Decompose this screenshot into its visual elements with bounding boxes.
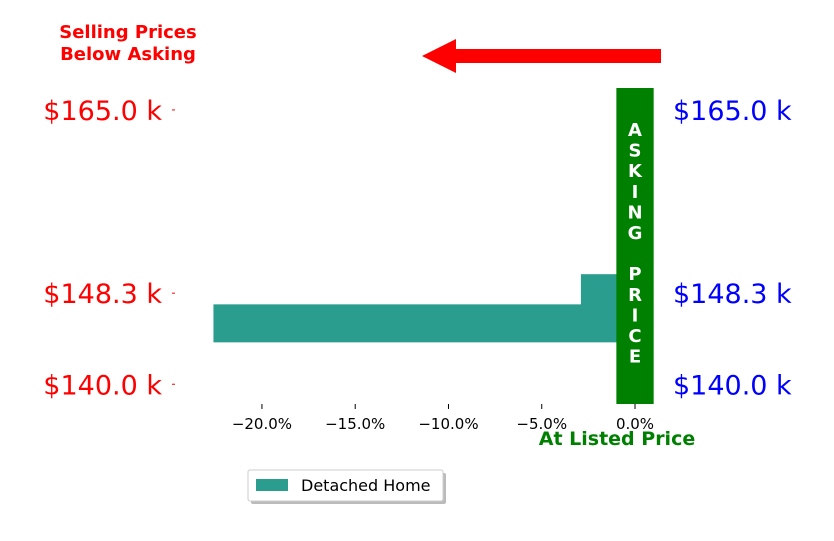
band-letter-5: G bbox=[628, 223, 643, 244]
y-tick-label-left-0: $140.0 k bbox=[43, 370, 162, 401]
y-tick-label-right-0: $140.0 k bbox=[673, 370, 792, 401]
band-letter-8: R bbox=[628, 285, 642, 306]
legend-swatch bbox=[256, 479, 288, 491]
legend-frame bbox=[247, 469, 444, 502]
bar-0-1 bbox=[213, 304, 636, 343]
chart-title-line-2: Below Asking bbox=[60, 44, 196, 65]
chart-title: Selling Prices Below Asking bbox=[59, 22, 196, 65]
band-letter-0: A bbox=[628, 120, 642, 141]
band-letter-4: N bbox=[627, 202, 642, 223]
left-arrow-icon bbox=[422, 39, 661, 73]
x-tick-label-0: −20.0% bbox=[232, 415, 292, 433]
y-tick-label-right-1: $148.3 k bbox=[673, 279, 792, 310]
y-tick-label-left-2: $165.0 k bbox=[43, 96, 162, 127]
band-letter-9: I bbox=[632, 305, 639, 326]
chart-title-line-1: Selling Prices bbox=[59, 22, 196, 43]
x-tick-label-4: 0.0% bbox=[616, 415, 654, 433]
band-letter-11: E bbox=[629, 347, 641, 368]
x-tick-label-1: −15.0% bbox=[325, 415, 385, 433]
y-tick-label-right-2: $165.0 k bbox=[673, 96, 792, 127]
band-letter-1: S bbox=[629, 141, 642, 162]
band-letter-7: P bbox=[628, 264, 641, 285]
y-tick-label-left-1: $148.3 k bbox=[43, 279, 162, 310]
band-letter-10: C bbox=[628, 326, 641, 347]
x-tick-label-3: −5.0% bbox=[516, 415, 567, 433]
legend-label: Detached Home bbox=[301, 476, 431, 495]
x-axis: −20.0% −15.0% −10.0% −5.0% 0.0% bbox=[232, 404, 654, 433]
y-axis-left: $140.0 k $148.3 k $165.0 k bbox=[43, 96, 175, 401]
band-letter-3: I bbox=[632, 182, 639, 203]
arrow-shape bbox=[422, 39, 661, 73]
y-axis-right: $140.0 k $148.3 k $165.0 k bbox=[673, 96, 792, 401]
asking-price-band-rect bbox=[616, 88, 654, 404]
bars bbox=[213, 274, 636, 343]
x-tick-label-2: −10.0% bbox=[418, 415, 478, 433]
legend: Detached Home bbox=[247, 469, 446, 504]
x-axis-label: At Listed Price bbox=[539, 428, 695, 450]
band-letter-2: K bbox=[628, 161, 643, 182]
